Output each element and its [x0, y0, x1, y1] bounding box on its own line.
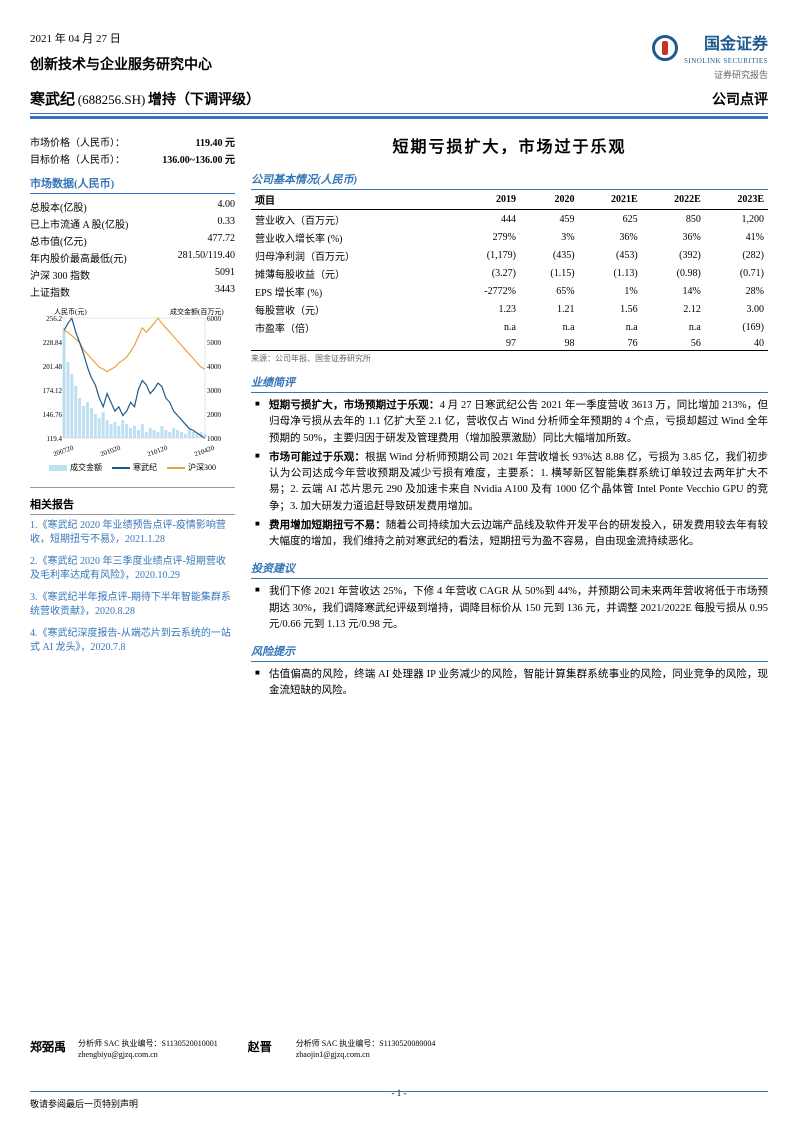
financials-source: 来源：公司年报、国金证券研究所 — [251, 353, 768, 364]
section-header: 风险提示 — [251, 643, 768, 662]
related-reports-list: 1.《寒武纪 2020 年业绩预告点评-疫情影响营收，短期扭亏不易》，2021.… — [30, 519, 235, 655]
logo-text-cn: 国金证券 — [704, 36, 768, 53]
report-item: 3.《寒武纪半年报点评-期待下半年智能集群系统营收贡献》，2020.8.28 — [30, 591, 235, 619]
section-item: 我们下修 2021 年营收达 25%，下修 4 年营收 CAGR 从 50%到 … — [251, 584, 768, 633]
svg-text:6000: 6000 — [207, 315, 222, 323]
svg-text:人民币(元): 人民币(元) — [54, 308, 87, 316]
market-row: 已上市流通 A 股(亿股)0.33 — [30, 215, 235, 232]
svg-text:228.84: 228.84 — [43, 339, 63, 347]
svg-text:201.48: 201.48 — [43, 363, 63, 371]
report-item: 2.《寒武纪 2020 年三季度业绩点评-短期营收及毛利率达成有风险》，2020… — [30, 555, 235, 583]
financials-table: 项目201920202021E2022E2023E营业收入（百万元）444459… — [251, 190, 768, 351]
svg-text:2000: 2000 — [207, 411, 222, 419]
footer-note: 敬请参阅最后一页特别声明 — [30, 1097, 138, 1110]
svg-text:256.2: 256.2 — [46, 315, 62, 323]
stock-name: 寒武纪 — [30, 92, 75, 108]
svg-text:210420: 210420 — [193, 444, 216, 456]
analysts-block: 郑弼禹分析师 SAC 执业编号：S1130520010001zhengbiyu@… — [30, 1038, 435, 1060]
svg-text:1000: 1000 — [207, 435, 222, 443]
section-list: 估值偏高的风险，终端 AI 处理器 IP 业务减少的风险，智能计算集群系统事业的… — [251, 667, 768, 700]
stock-code: (688256.SH) — [78, 92, 146, 107]
section-item: 费用增加短期扭亏不易：随着公司持续加大云边端产品线及软件开发平台的研发投入，研发… — [251, 518, 768, 551]
logo-block: 国金证券 SINOLINK SECURITIES 证券研究报告 — [652, 30, 768, 81]
analyst: 郑弼禹分析师 SAC 执业编号：S1130520010001zhengbiyu@… — [30, 1038, 218, 1060]
market-row: 总市值(亿元)477.72 — [30, 232, 235, 249]
price-chart: 256.2 228.84 201.48 174.12 146.76 119.4 6000 50… — [30, 306, 235, 456]
section-item: 短期亏损扩大，市场预期过于乐观：4 月 27 日寒武纪公告 2021 年一季度营… — [251, 398, 768, 447]
logo-icon — [652, 35, 678, 61]
svg-text:201020: 201020 — [99, 444, 122, 456]
svg-text:200720: 200720 — [52, 444, 75, 456]
section-item: 市场可能过于乐观：根据 Wind 分析师预期公司 2021 年营收增长 93%达… — [251, 450, 768, 515]
report-item: 1.《寒武纪 2020 年业绩预告点评-疫情影响营收，短期扭亏不易》，2021.… — [30, 519, 235, 547]
report-item: 4.《寒武纪深度报告-从端芯片到云系统的一站式 AI 龙头》，2020.7.8 — [30, 627, 235, 655]
chart-legend: 成交金额寒武纪沪深300 — [30, 462, 235, 473]
section-list: 我们下修 2021 年营收达 25%，下修 4 年营收 CAGR 从 50%到 … — [251, 584, 768, 633]
market-data-header: 市场数据(人民币) — [30, 175, 235, 194]
svg-text:4000: 4000 — [207, 363, 222, 371]
logo-text-en: SINOLINK SECURITIES — [684, 57, 768, 65]
svg-text:119.4: 119.4 — [47, 435, 63, 443]
section-list: 短期亏损扩大，市场预期过于乐观：4 月 27 日寒武纪公告 2021 年一季度营… — [251, 398, 768, 550]
svg-text:174.12: 174.12 — [43, 387, 63, 395]
analyst: 赵晋分析师 SAC 执业编号：S1130520080004zhaojin1@gj… — [248, 1038, 436, 1060]
logo-subtext: 证券研究报告 — [652, 68, 768, 81]
market-row: 沪深 300 指数5091 — [30, 266, 235, 283]
section-header: 业绩简评 — [251, 374, 768, 393]
svg-text:5000: 5000 — [207, 339, 222, 347]
doc-type: 公司点评 — [712, 89, 768, 109]
main-title: 短期亏损扩大，市场过于乐观 — [251, 133, 768, 157]
market-row: 年内股价最高最低(元)281.50/119.40 — [30, 249, 235, 266]
financials-header: 公司基本情况(人民币) — [251, 171, 768, 190]
svg-text:成交金额(百万元): 成交金额(百万元) — [170, 307, 224, 316]
rating: 增持（下调评级） — [148, 93, 260, 108]
section-item: 估值偏高的风险，终端 AI 处理器 IP 业务减少的风险，智能计算集群系统事业的… — [251, 667, 768, 700]
market-row: 总股本(亿股)4.00 — [30, 198, 235, 215]
market-price: 市场价格（人民币）： 119.40 元 — [30, 133, 235, 150]
svg-text:146.76: 146.76 — [43, 411, 63, 419]
svg-text:210120: 210120 — [146, 444, 169, 456]
target-price: 目标价格（人民币）： 136.00~136.00 元 — [30, 150, 235, 167]
related-reports-header: 相关报告 — [30, 496, 235, 515]
section-header: 投资建议 — [251, 560, 768, 579]
market-row: 上证指数3443 — [30, 283, 235, 300]
svg-text:3000: 3000 — [207, 387, 222, 395]
